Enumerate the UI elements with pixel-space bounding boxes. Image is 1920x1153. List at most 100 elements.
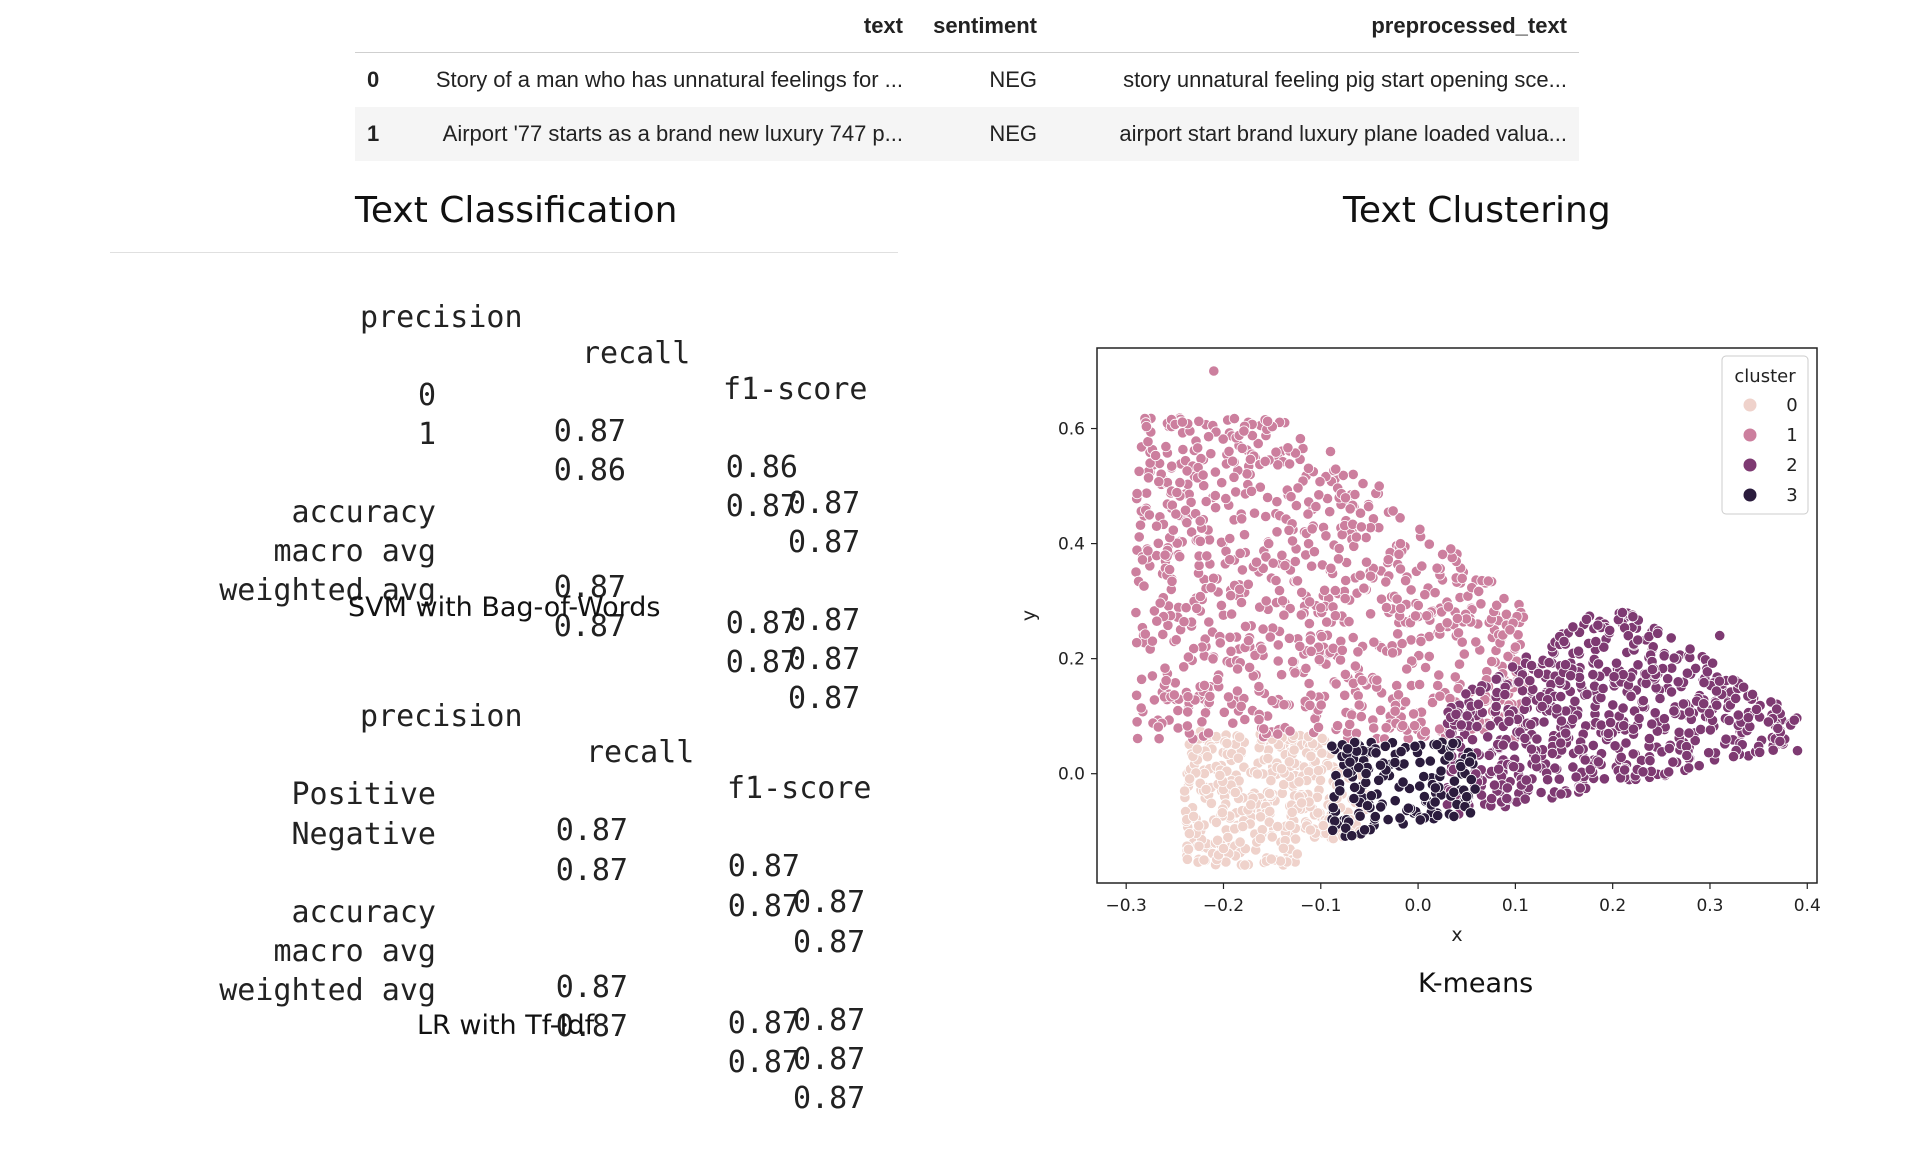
data-point <box>1227 717 1239 729</box>
data-point <box>1374 704 1387 716</box>
data-point <box>1490 673 1502 685</box>
outlier-point <box>1344 756 1356 768</box>
report-row: Positive 0.87 0.87 0.87 <box>110 741 890 920</box>
data-point <box>1672 676 1684 688</box>
data-point <box>1266 695 1278 707</box>
data-point <box>1513 676 1525 688</box>
kmeans-scatter-chart: −0.3 −0.2 −0.1 0.0 0.1 0.2 0.3 0.4 0.0 0.2 0.4 0.6… <box>1018 347 1821 946</box>
data-point <box>1681 667 1694 679</box>
data-point <box>1771 703 1783 715</box>
recall-value: 0.87 <box>727 889 800 924</box>
data-point <box>1270 575 1282 587</box>
data-point <box>1183 827 1195 840</box>
data-point <box>1416 560 1428 572</box>
data-point <box>1397 720 1409 732</box>
recall-value: 0.87 <box>727 1045 800 1080</box>
data-point <box>1360 532 1372 544</box>
outlier-point <box>1791 745 1804 757</box>
legend-marker <box>1742 427 1758 443</box>
row-label: macro avg <box>273 934 436 969</box>
data-point <box>1260 510 1272 523</box>
data-point <box>1170 508 1182 520</box>
data-point <box>1433 723 1446 735</box>
data-point <box>1275 763 1288 775</box>
data-point <box>1289 555 1301 568</box>
data-point <box>1418 790 1430 803</box>
data-point <box>1306 523 1318 535</box>
data-point <box>1365 790 1377 802</box>
data-point <box>1464 807 1477 819</box>
data-point <box>1389 795 1401 807</box>
data-point <box>1704 724 1717 736</box>
data-point <box>1434 690 1446 702</box>
data-point <box>1569 695 1581 707</box>
data-point <box>1360 767 1372 780</box>
data-point <box>1541 774 1554 786</box>
data-point <box>1448 786 1460 798</box>
data-point <box>1131 637 1143 649</box>
data-point <box>1181 517 1193 529</box>
f1-value: 0.87 <box>788 486 861 521</box>
data-point <box>1324 506 1336 518</box>
data-point <box>1662 673 1674 685</box>
x-axis: −0.3 −0.2 −0.1 0.0 0.1 0.2 0.3 0.4 <box>1106 883 1821 916</box>
recall-value: 0.87 <box>725 645 798 680</box>
data-point <box>1331 720 1344 732</box>
data-point <box>1313 654 1325 666</box>
data-point <box>1373 774 1385 786</box>
data-point <box>1352 646 1364 658</box>
data-point <box>1441 617 1453 629</box>
x-tick-label: 0.0 <box>1405 896 1432 916</box>
outlier-point <box>1714 629 1726 642</box>
data-point <box>1295 609 1307 621</box>
data-point <box>1396 637 1408 650</box>
data-point <box>1296 586 1308 598</box>
data-point <box>1221 737 1233 749</box>
data-point <box>1234 547 1246 559</box>
data-point <box>1393 548 1405 560</box>
data-point <box>1524 675 1536 687</box>
data-point <box>1265 774 1277 787</box>
data-point <box>1627 611 1639 623</box>
data-point <box>1201 751 1214 763</box>
data-point <box>1261 415 1274 427</box>
data-point <box>1530 753 1542 765</box>
row-label: Positive <box>291 777 437 812</box>
data-point <box>1632 659 1644 671</box>
data-point <box>1355 521 1367 533</box>
row-index: 1 <box>355 107 411 161</box>
data-point <box>1555 690 1567 703</box>
data-point <box>1637 695 1649 707</box>
data-point <box>1182 706 1194 718</box>
data-point <box>1471 720 1483 733</box>
data-point <box>1181 720 1193 732</box>
text-cell: Story of a man who has unnatural feeling… <box>435 67 903 92</box>
data-point <box>1193 840 1205 852</box>
data-point <box>1339 492 1352 504</box>
data-point <box>1683 706 1696 718</box>
data-point <box>1291 575 1304 587</box>
data-point <box>1316 747 1328 759</box>
data-point <box>1192 442 1204 454</box>
recall-value: 0.87 <box>727 1006 800 1041</box>
data-point <box>1262 752 1274 764</box>
data-point <box>1348 781 1361 793</box>
data-point <box>1706 657 1719 669</box>
data-point <box>1209 466 1221 478</box>
series-cluster-2 <box>1441 606 1804 820</box>
data-point <box>1202 727 1215 739</box>
data-point <box>1419 661 1432 674</box>
data-point <box>1316 630 1328 643</box>
data-point <box>1360 556 1373 568</box>
data-point <box>1210 816 1222 828</box>
data-point <box>1214 769 1226 781</box>
data-point <box>1492 763 1505 775</box>
data-point <box>1387 505 1399 517</box>
row-label: accuracy <box>291 495 437 530</box>
data-point <box>1228 413 1240 425</box>
data-point <box>1507 761 1520 773</box>
text-cell: Airport '77 starts as a brand new luxury… <box>411 107 915 161</box>
data-point <box>1146 670 1158 682</box>
data-point <box>1154 597 1166 609</box>
points-layer <box>1130 365 1804 871</box>
